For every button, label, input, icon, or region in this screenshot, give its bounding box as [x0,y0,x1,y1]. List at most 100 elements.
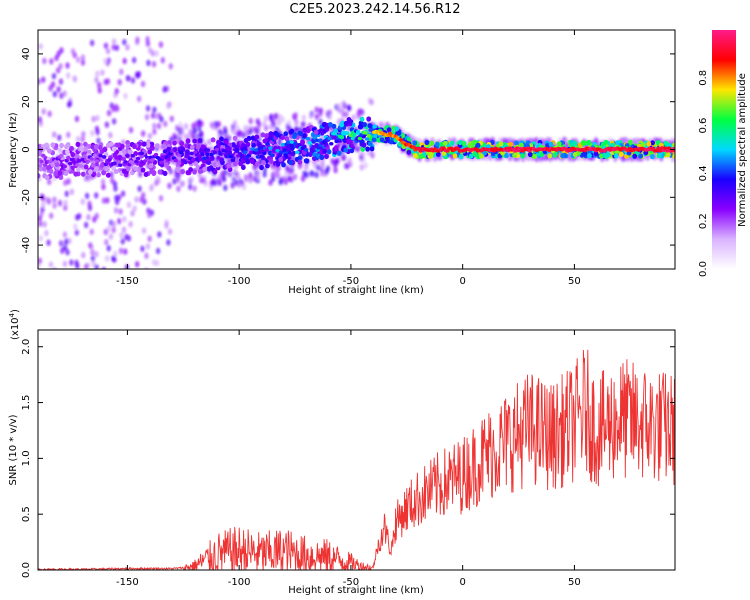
spectrogram-band-cell [149,141,155,147]
spectrogram-speckle [62,260,68,268]
spectrogram-y-tick-label: 0 [21,146,32,152]
spectrogram-ridge-cell [291,150,296,155]
spectrogram-ridge-cell [41,153,46,158]
spectrogram-speckle [117,217,122,225]
snr-x-tick-label: -100 [228,577,251,588]
spectrogram-ridge-cell [273,145,279,150]
spectrogram-ridge-cell [228,154,234,159]
spectrogram-speckle [167,228,173,235]
spectrogram-speckle [41,108,46,115]
spectrogram-speckle [103,42,109,49]
spectrogram-ridge-cell [134,159,139,164]
spectrogram-speckle [179,126,184,134]
spectrogram-ridge-cell [89,156,94,161]
spectrogram-band-cell [472,151,478,157]
spectrogram-speckle [38,235,44,242]
spectrogram-band-cell [327,122,333,128]
spectrogram-band-cell [556,141,562,147]
spectrogram-speckle [136,95,142,103]
spectrogram-ridge-cell [302,144,307,149]
spectrogram-band-cell [250,135,256,141]
spectrogram-speckle [327,113,333,121]
spectrogram-y-tick-label: 40 [21,48,32,61]
snr-y-ticks: 0.0 0.5 1.0 1.5 2.0 [21,339,675,578]
spectrogram-speckle [315,164,321,171]
spectrogram-ridge-cell [327,136,332,141]
spectrogram-speckle [114,88,119,95]
spectrogram-speckle [145,105,151,112]
spectrogram-speckle [175,176,181,184]
spectrogram-speckle [84,274,88,280]
spectrogram-speckle [273,112,278,120]
spectrogram-speckle [212,180,217,187]
spectrogram-band-cell [83,164,89,170]
spectrogram-ridge-cell [105,160,110,165]
spectrogram-speckle [294,119,299,126]
spectrogram-band-cell [628,139,633,145]
spectrogram-speckle [168,63,173,70]
spectrogram-band-cell [193,161,199,167]
spectrogram-speckle [101,267,106,269]
spectrogram-plot: -150 -100 -50 0 50 -40 -20 0 20 40 Height of str… [8,29,676,296]
spectrogram-ridge-cell [121,157,127,161]
spectrogram-band-cell [102,146,108,153]
spectrogram-speckle [304,171,310,179]
spectrogram-band-cell [59,142,65,149]
spectrogram-speckle [244,174,249,182]
spectrogram-speckle [140,245,145,252]
spectrogram-speckle [108,131,113,139]
spectrogram-ridge-cell [118,163,123,167]
spectrogram-speckle [111,226,116,234]
spectrogram-speckle [360,150,365,158]
spectrogram-band-cell [113,168,119,175]
spectrogram-ridge-cell [200,152,205,157]
spectrogram-speckle [344,111,349,118]
spectrogram-speckle [74,229,80,236]
spectrogram-speckle [235,130,241,138]
spectrogram-band-cell [532,153,538,159]
spectrogram-speckle [126,201,132,209]
spectrogram-ridge-cell [214,147,220,152]
spectrogram-band-cell [175,166,181,172]
spectrogram-speckle [209,180,214,187]
spectrogram-speckle [152,122,157,130]
spectrogram-band-cell [672,153,675,159]
spectrogram-band-cell [240,164,246,171]
spectrogram-speckle [57,134,62,141]
spectrogram-band-cell [429,140,435,146]
spectrogram-speckle [66,131,71,139]
spectrogram-speckle [111,44,116,51]
spectrogram-band-cell [202,166,208,172]
spectrogram-band-cell [41,166,47,172]
spectrogram-speckle [46,239,51,246]
spectrogram-band-cell [452,153,458,159]
spectrogram-band-cell [177,155,182,161]
spectrogram-band-cell [70,151,76,158]
spectrogram-band-cell [457,139,463,146]
spectrogram-speckle [48,261,54,268]
spectrogram-ridge-cell [143,159,148,163]
spectrogram-band-cell [44,175,50,181]
spectrogram-speckle [134,196,139,203]
spectrogram-speckle [49,58,54,65]
spectrogram-ridge-cell [101,155,107,159]
spectrogram-ridge-cell [159,160,164,165]
spectrogram-ridge-cell [304,148,309,152]
spectrogram-speckle [309,169,314,177]
spectrogram-speckle [108,233,114,240]
spectrogram-band-cell [298,130,304,137]
spectrogram-band-cell [339,122,345,128]
colorbar-tick-label: 0.6 [698,118,709,134]
spectrogram-ridge-cell [59,153,64,158]
spectrogram-band-cell [369,146,375,152]
spectrogram-speckle [47,178,52,186]
spectrogram-band-cell [475,142,481,148]
spectrogram-band-cell [69,145,74,152]
spectrogram-x-tick-label: -100 [228,276,251,287]
snr-scale-label: (x104) [8,309,21,340]
spectrogram-speckle [105,78,111,85]
spectrogram-band-cell [75,141,81,147]
spectrogram-ridge-cell [216,155,221,160]
spectrogram-speckle [333,166,338,174]
spectrogram-band-cell [143,171,149,178]
